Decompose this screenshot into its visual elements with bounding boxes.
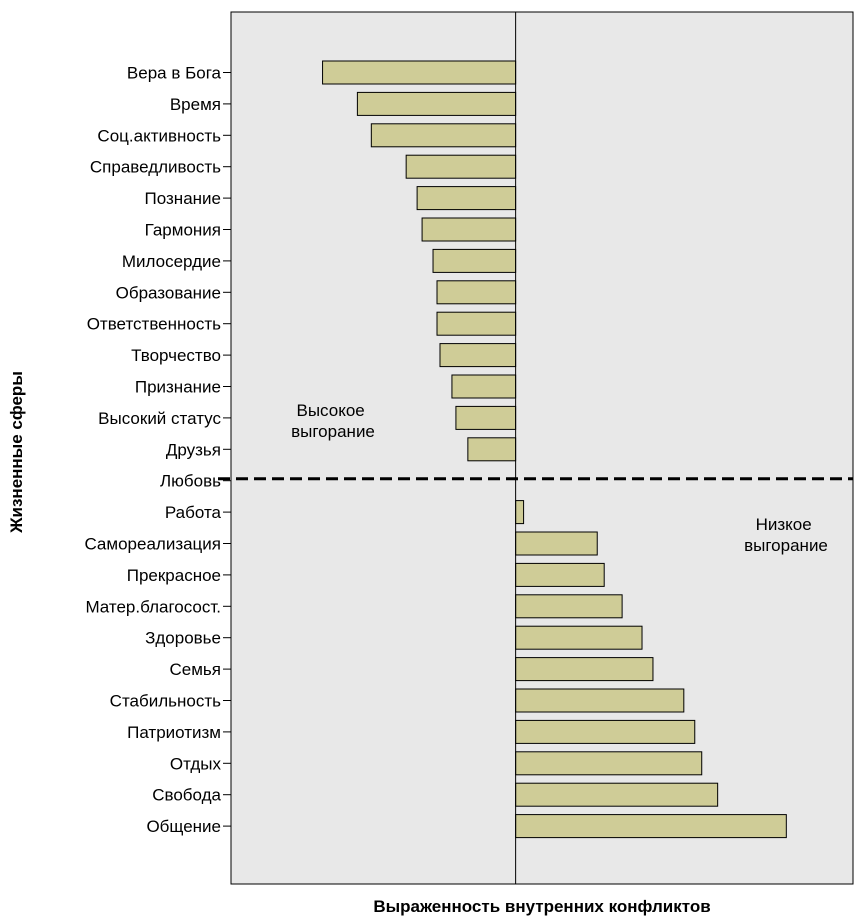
y-tick-label: Время <box>170 95 221 114</box>
y-tick-label: Гармония <box>145 221 221 240</box>
y-tick-label: Семья <box>170 660 221 679</box>
bar <box>436 280 517 305</box>
annotation-high-burnout-line1: Высокое <box>297 401 365 420</box>
annotation-low-burnout: Низкое выгорание <box>744 515 828 555</box>
y-ticks-group <box>223 72 231 827</box>
y-tick-label: Любовь <box>160 472 221 491</box>
y-tick-label: Здоровье <box>145 629 221 648</box>
bar <box>432 248 517 273</box>
y-tick-label: Свобода <box>152 786 221 805</box>
y-tick-label: Друзья <box>166 440 221 459</box>
y-tick-label: Ответственность <box>87 315 221 334</box>
annotation-high-burnout-line2: выгорание <box>291 422 375 441</box>
bar <box>515 625 643 650</box>
bar <box>439 343 517 368</box>
y-tick-label: Патриотизм <box>127 723 221 742</box>
bar <box>515 531 598 556</box>
bar <box>436 311 517 336</box>
bar <box>515 814 787 839</box>
y-tick-label: Высокий статус <box>98 409 221 428</box>
y-tick-label: Милосердие <box>122 252 221 271</box>
bar <box>515 657 654 682</box>
bar <box>467 437 517 462</box>
y-tick-label: Работа <box>165 503 222 522</box>
bar <box>421 217 517 242</box>
bar <box>515 782 719 807</box>
annotation-low-burnout-line2: выгорание <box>744 536 828 555</box>
bar <box>356 91 517 116</box>
bar <box>515 594 623 619</box>
y-tick-labels-group: Вера в Бога Время Соц.активность Справедлив… <box>84 64 221 837</box>
y-tick-label: Соц.активность <box>97 126 221 145</box>
y-axis-label: Жизненные сферы <box>7 371 26 534</box>
y-tick-label: Образование <box>116 283 221 302</box>
y-tick-label: Справедливость <box>90 158 221 177</box>
y-tick-label: Вера в Бога <box>127 64 222 83</box>
bar <box>451 374 517 399</box>
bar <box>515 562 605 587</box>
y-tick-label: Матер.благосост. <box>85 597 221 616</box>
annotation-low-burnout-line1: Низкое <box>756 515 812 534</box>
y-tick-label: Отдых <box>170 754 222 773</box>
x-axis-label: Выраженность внутренних конфликтов <box>373 897 710 916</box>
y-tick-label: Прекрасное <box>127 566 221 585</box>
y-tick-label: Самореализация <box>84 535 221 554</box>
bar <box>515 500 525 525</box>
bars-group <box>322 60 787 839</box>
bar <box>405 154 517 179</box>
bar <box>455 405 517 430</box>
bar <box>515 688 685 713</box>
y-tick-label: Познание <box>145 189 221 208</box>
bar <box>322 60 517 85</box>
y-tick-label: Признание <box>135 378 221 397</box>
annotation-high-burnout: Высокое выгорание <box>291 401 375 441</box>
bar <box>370 123 517 148</box>
bar <box>515 719 696 744</box>
y-tick-label: Общение <box>146 817 221 836</box>
y-tick-label: Стабильность <box>110 692 221 711</box>
bar <box>416 186 517 211</box>
bar <box>515 751 703 776</box>
y-tick-label: Творчество <box>131 346 221 365</box>
